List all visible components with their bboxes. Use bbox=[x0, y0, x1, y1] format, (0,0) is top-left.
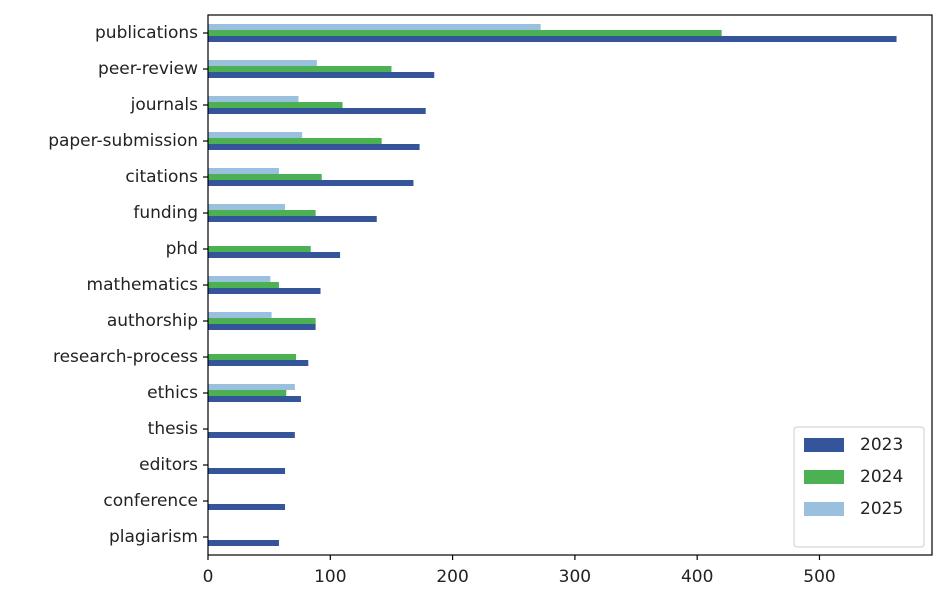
y-tick-label: conference bbox=[103, 491, 198, 511]
y-tick-label: peer-review bbox=[98, 59, 198, 79]
bar bbox=[208, 204, 286, 210]
bar bbox=[208, 288, 321, 294]
y-tick-label: paper-submission bbox=[48, 131, 198, 151]
legend-label: 2025 bbox=[860, 499, 903, 519]
bar bbox=[208, 174, 322, 180]
bar bbox=[208, 66, 392, 72]
legend-box bbox=[793, 426, 925, 548]
legend-swatch bbox=[804, 438, 844, 452]
legend-label: 2024 bbox=[860, 467, 903, 487]
bar bbox=[208, 360, 309, 366]
y-tick-label: authorship bbox=[107, 311, 198, 331]
bar bbox=[208, 36, 897, 42]
x-tick-label: 500 bbox=[803, 567, 835, 587]
plot-frame bbox=[207, 14, 933, 556]
bar bbox=[208, 540, 279, 546]
bar bbox=[208, 246, 311, 252]
bar bbox=[208, 384, 295, 390]
bar bbox=[208, 108, 426, 114]
y-tick-label: citations bbox=[125, 167, 198, 187]
y-tick-label: research-process bbox=[53, 347, 198, 367]
bar bbox=[208, 210, 316, 216]
y-tick-label: ethics bbox=[147, 383, 198, 403]
x-tick-label: 0 bbox=[203, 567, 214, 587]
x-tick-label: 400 bbox=[681, 567, 713, 587]
bar bbox=[208, 132, 303, 138]
bar bbox=[208, 144, 420, 150]
bar bbox=[208, 354, 297, 360]
bar bbox=[208, 276, 271, 282]
y-tick-label: publications bbox=[95, 23, 198, 43]
bar bbox=[208, 72, 435, 78]
x-tick-label: 200 bbox=[436, 567, 468, 587]
bar bbox=[208, 180, 414, 186]
bar bbox=[208, 168, 279, 174]
y-tick-label: phd bbox=[166, 239, 198, 259]
y-tick-label: thesis bbox=[148, 419, 198, 439]
bar bbox=[208, 312, 272, 318]
bar bbox=[208, 318, 316, 324]
legend-swatch bbox=[804, 502, 844, 516]
bar bbox=[208, 432, 295, 438]
bar bbox=[208, 216, 377, 222]
y-tick-label: journals bbox=[130, 95, 199, 115]
bar bbox=[208, 504, 286, 510]
y-tick-label: mathematics bbox=[87, 275, 199, 295]
legend-swatch bbox=[804, 470, 844, 484]
bar bbox=[208, 24, 541, 30]
y-tick-label: plagiarism bbox=[109, 527, 198, 547]
bar bbox=[208, 138, 382, 144]
y-tick-label: editors bbox=[139, 455, 198, 475]
legend-label: 2023 bbox=[860, 435, 903, 455]
x-tick-label: 300 bbox=[559, 567, 591, 587]
y-tick-label: funding bbox=[133, 203, 198, 223]
x-tick-label: 100 bbox=[314, 567, 346, 587]
bar bbox=[208, 252, 341, 258]
bar bbox=[208, 96, 299, 102]
bar bbox=[208, 30, 722, 36]
bar bbox=[208, 60, 317, 66]
bar bbox=[208, 282, 279, 288]
bar bbox=[208, 324, 316, 330]
bar bbox=[208, 468, 286, 474]
bar bbox=[208, 396, 301, 402]
bar bbox=[208, 390, 287, 396]
bar bbox=[208, 102, 343, 108]
